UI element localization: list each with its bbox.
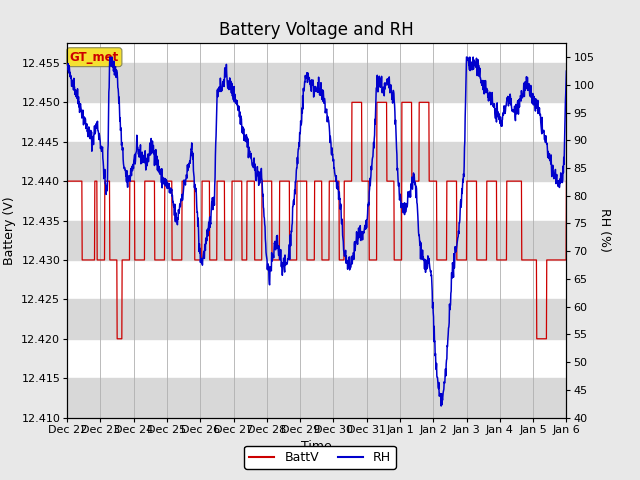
Text: GT_met: GT_met: [70, 51, 119, 64]
Bar: [67, 300, 566, 339]
X-axis label: Time: Time: [301, 440, 332, 453]
Bar: [67, 378, 566, 418]
Bar: [67, 63, 566, 102]
Y-axis label: Battery (V): Battery (V): [3, 196, 16, 264]
Title: Battery Voltage and RH: Battery Voltage and RH: [220, 21, 414, 39]
Legend: BattV, RH: BattV, RH: [244, 446, 396, 469]
Y-axis label: RH (%): RH (%): [598, 208, 611, 252]
Bar: [67, 142, 566, 181]
Bar: [67, 220, 566, 260]
